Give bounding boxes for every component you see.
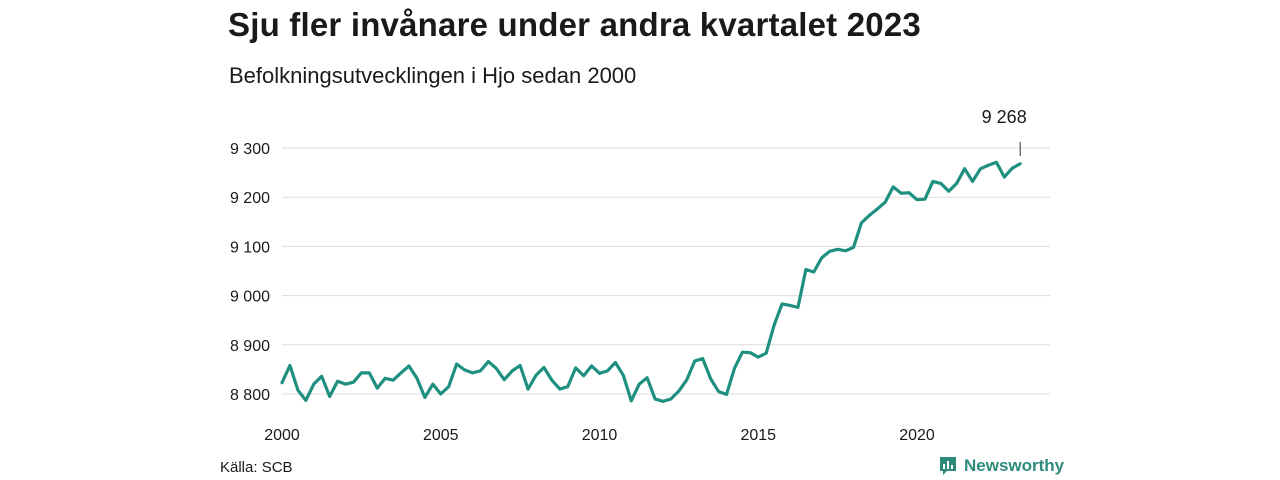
- source-note: Källa: SCB: [220, 459, 293, 476]
- y-tick-label: 9 300: [230, 141, 270, 158]
- end-value-label: 9 268: [982, 107, 1027, 127]
- y-axis-labels: 8 800 8 900 9 000 9 100 9 200 9 300: [230, 141, 270, 404]
- x-tick-label: 2015: [740, 427, 776, 444]
- brand-logo[interactable]: Newsworthy: [938, 456, 1064, 476]
- x-tick-label: 2000: [264, 427, 300, 444]
- data-points: [282, 162, 1020, 401]
- y-tick-label: 9 000: [230, 289, 270, 306]
- x-tick-label: 2005: [423, 427, 459, 444]
- population-line: [280, 160, 1022, 403]
- y-tick-label: 9 200: [230, 190, 270, 207]
- chart-title: Sju fler invånare under andra kvartalet …: [228, 6, 921, 43]
- x-axis-labels: 2000 2005 2010 2015 2020: [264, 427, 935, 444]
- newsworthy-logo-icon: [940, 457, 956, 475]
- y-tick-label: 8 800: [230, 387, 270, 404]
- brand-name: Newsworthy: [964, 456, 1065, 475]
- y-tick-label: 9 100: [230, 239, 270, 256]
- y-tick-label: 8 900: [230, 338, 270, 355]
- chart-subtitle: Befolkningsutvecklingen i Hjo sedan 2000: [229, 63, 637, 88]
- x-tick-label: 2020: [899, 427, 935, 444]
- x-tick-label: 2010: [582, 427, 618, 444]
- grid-lines: [282, 147, 1050, 395]
